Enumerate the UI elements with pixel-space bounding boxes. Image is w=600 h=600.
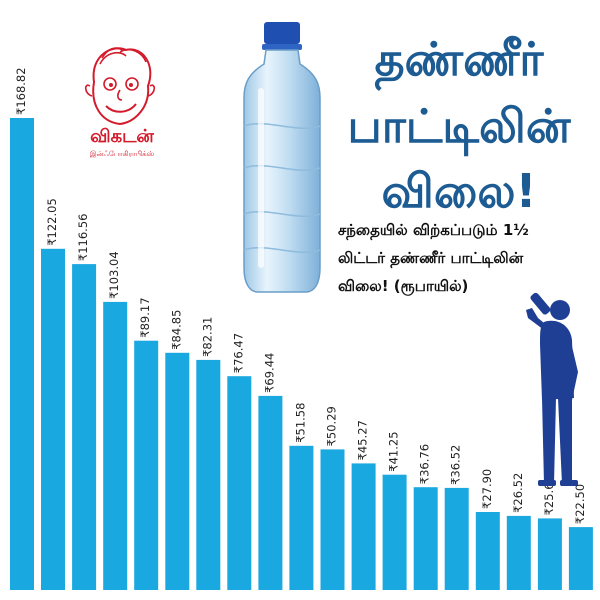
bar-12 [351,463,376,590]
bar-label-17: ₹26.52 [511,473,525,513]
water-bottle-icon [243,22,321,293]
bar-16 [475,512,500,590]
bar-18 [537,518,562,590]
bar-6 [165,352,190,590]
bar-1 [10,118,34,590]
bar-label-3: ₹116.56 [76,214,90,262]
bar-label-19: ₹22.50 [573,484,587,524]
bar-17 [506,515,531,590]
title-line-1: தண்ணீர் [374,32,544,86]
bar-4 [103,301,128,590]
bar-label-6: ₹84.85 [169,310,183,350]
bar-11 [320,449,345,590]
logo-text: விகடன் [90,126,154,147]
bar-9 [258,395,283,590]
bar-label-10: ₹51.58 [293,403,307,443]
bar-13 [382,474,407,590]
bar-label-15: ₹36.52 [449,445,463,485]
drinking-person-icon [526,292,578,486]
title-line-3: விலை! [381,164,537,218]
bar-label-11: ₹50.29 [325,406,339,446]
bar-label-7: ₹82.31 [200,317,214,357]
bar-15 [444,487,469,590]
bar-10 [289,445,314,590]
bar-label-1: ₹168.82 [14,67,28,115]
bar-5 [134,340,159,590]
bar-label-9: ₹69.44 [262,353,276,393]
bar-label-4: ₹103.04 [107,251,121,299]
bar-7 [196,359,221,590]
bar-label-14: ₹36.76 [418,444,432,484]
bar-label-8: ₹76.47 [231,333,245,373]
bar-3 [72,264,97,590]
bar-label-5: ₹89.17 [138,297,152,337]
bar-14 [413,487,438,590]
vikatan-logo-icon [84,47,156,126]
subtitle-line-3: விலை! (ரூபாயில்) [338,277,469,295]
bar-label-16: ₹27.90 [480,469,494,509]
bar-2 [41,248,65,591]
title-line-2: பாட்டிலின் [347,99,571,153]
subtitle-line-2: லிட்டர் தண்ணீர் பாட்டிலின் [338,249,524,267]
bar-label-2: ₹122.05 [45,198,59,246]
bar-8 [227,376,252,590]
bar-label-12: ₹45.27 [356,420,370,460]
logo-subtext: இன்ஃபோகிராபிக்ஸ் [89,150,155,158]
bar-19 [568,527,593,590]
bar-label-13: ₹41.25 [387,431,401,471]
subtitle-line-1: சந்தையில் விற்கப்படும் 1½ [338,221,529,239]
